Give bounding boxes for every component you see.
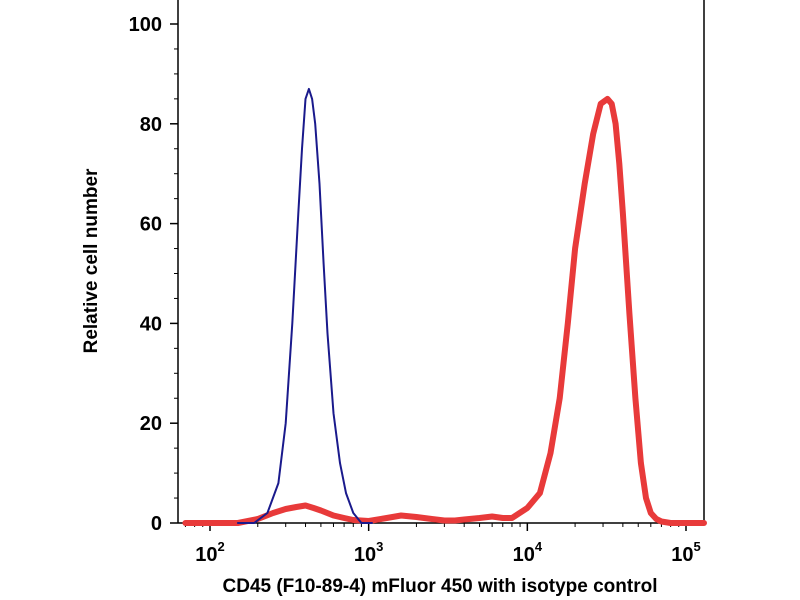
x-tick-label: 104 [513,539,543,566]
series-lines [182,87,707,526]
x-tick-label: 103 [354,539,383,566]
isotype-control-line [236,87,373,524]
y-axis-ticks: 0 20 40 60 80 100 [129,14,178,535]
x-tick-label: 102 [195,539,224,566]
stained-sample-line [182,95,707,526]
y-tick-label: 0 [151,513,162,535]
x-axis-ticks: 102 103 104 105 [184,523,701,566]
y-tick-label: 20 [140,413,162,435]
y-tick-label: 60 [140,214,162,236]
x-axis-title: CD45 (F10-89-4) mFluor 450 with isotype … [223,576,658,597]
y-tick-label: 100 [129,14,162,36]
y-tick-label: 40 [140,313,162,335]
x-tick-label: 105 [671,539,700,566]
y-tick-label: 80 [140,114,162,136]
y-axis-title: Relative cell number [81,168,102,353]
